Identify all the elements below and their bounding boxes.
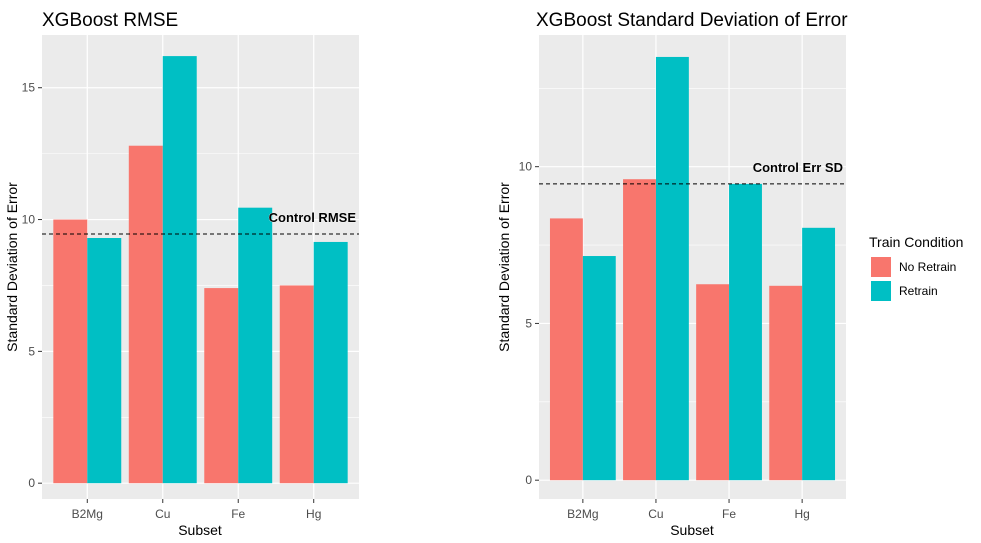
bar-retrain-cu: [655, 56, 689, 481]
bar-no-retrain-hg: [769, 285, 803, 481]
bar-retrain-hg: [802, 227, 836, 481]
x-tick-label: Cu: [155, 507, 170, 521]
x-tick-label: Hg: [306, 507, 321, 521]
x-tick-label: Fe: [231, 507, 245, 521]
bar-retrain-cu: [162, 56, 197, 484]
bar-retrain-b2mg: [582, 256, 616, 481]
bar-retrain-fe: [238, 207, 273, 484]
x-tick-label: Fe: [722, 507, 736, 521]
y-tick-label: 5: [28, 344, 35, 358]
bar-no-retrain-cu: [128, 145, 163, 484]
legend-label: Retrain: [899, 284, 938, 298]
y-tick-label: 10: [22, 213, 36, 227]
x-tick-label: B2Mg: [567, 507, 598, 521]
bar-retrain-b2mg: [87, 238, 122, 484]
x-tick-label: Cu: [648, 507, 663, 521]
legend-key-retrain: [871, 281, 891, 301]
y-axis-label: Standard Deviation of Error: [4, 182, 20, 352]
bar-no-retrain-hg: [279, 285, 314, 484]
x-tick-label: Hg: [794, 507, 809, 521]
x-axis-label: Subset: [178, 522, 222, 538]
x-tick-label: B2Mg: [72, 507, 103, 521]
chart-title-1: XGBoost RMSE: [42, 10, 178, 31]
y-tick-label: 5: [525, 316, 532, 330]
y-axis-label: Standard Deviation of Error: [496, 182, 512, 352]
chart-title-2: XGBoost Standard Deviation of Error: [536, 10, 848, 31]
bar-no-retrain-fe: [696, 284, 730, 481]
legend-label: No Retrain: [899, 260, 956, 274]
bar-no-retrain-fe: [204, 288, 239, 484]
bar-no-retrain-b2mg: [549, 218, 583, 481]
legend-title: Train Condition: [869, 234, 963, 250]
legend-key-no-retrain: [871, 257, 891, 277]
y-tick-label: 15: [22, 81, 36, 95]
y-tick-label: 0: [525, 473, 532, 487]
reference-line-label: Control Err SD: [753, 160, 843, 175]
bar-no-retrain-cu: [623, 179, 656, 481]
reference-line-label: Control RMSE: [269, 210, 357, 225]
bar-retrain-hg: [313, 241, 348, 484]
x-axis-label: Subset: [670, 522, 714, 538]
y-tick-label: 0: [28, 476, 35, 490]
y-tick-label: 10: [519, 160, 533, 174]
bar-no-retrain-b2mg: [53, 219, 88, 484]
bar-retrain-fe: [729, 183, 762, 481]
